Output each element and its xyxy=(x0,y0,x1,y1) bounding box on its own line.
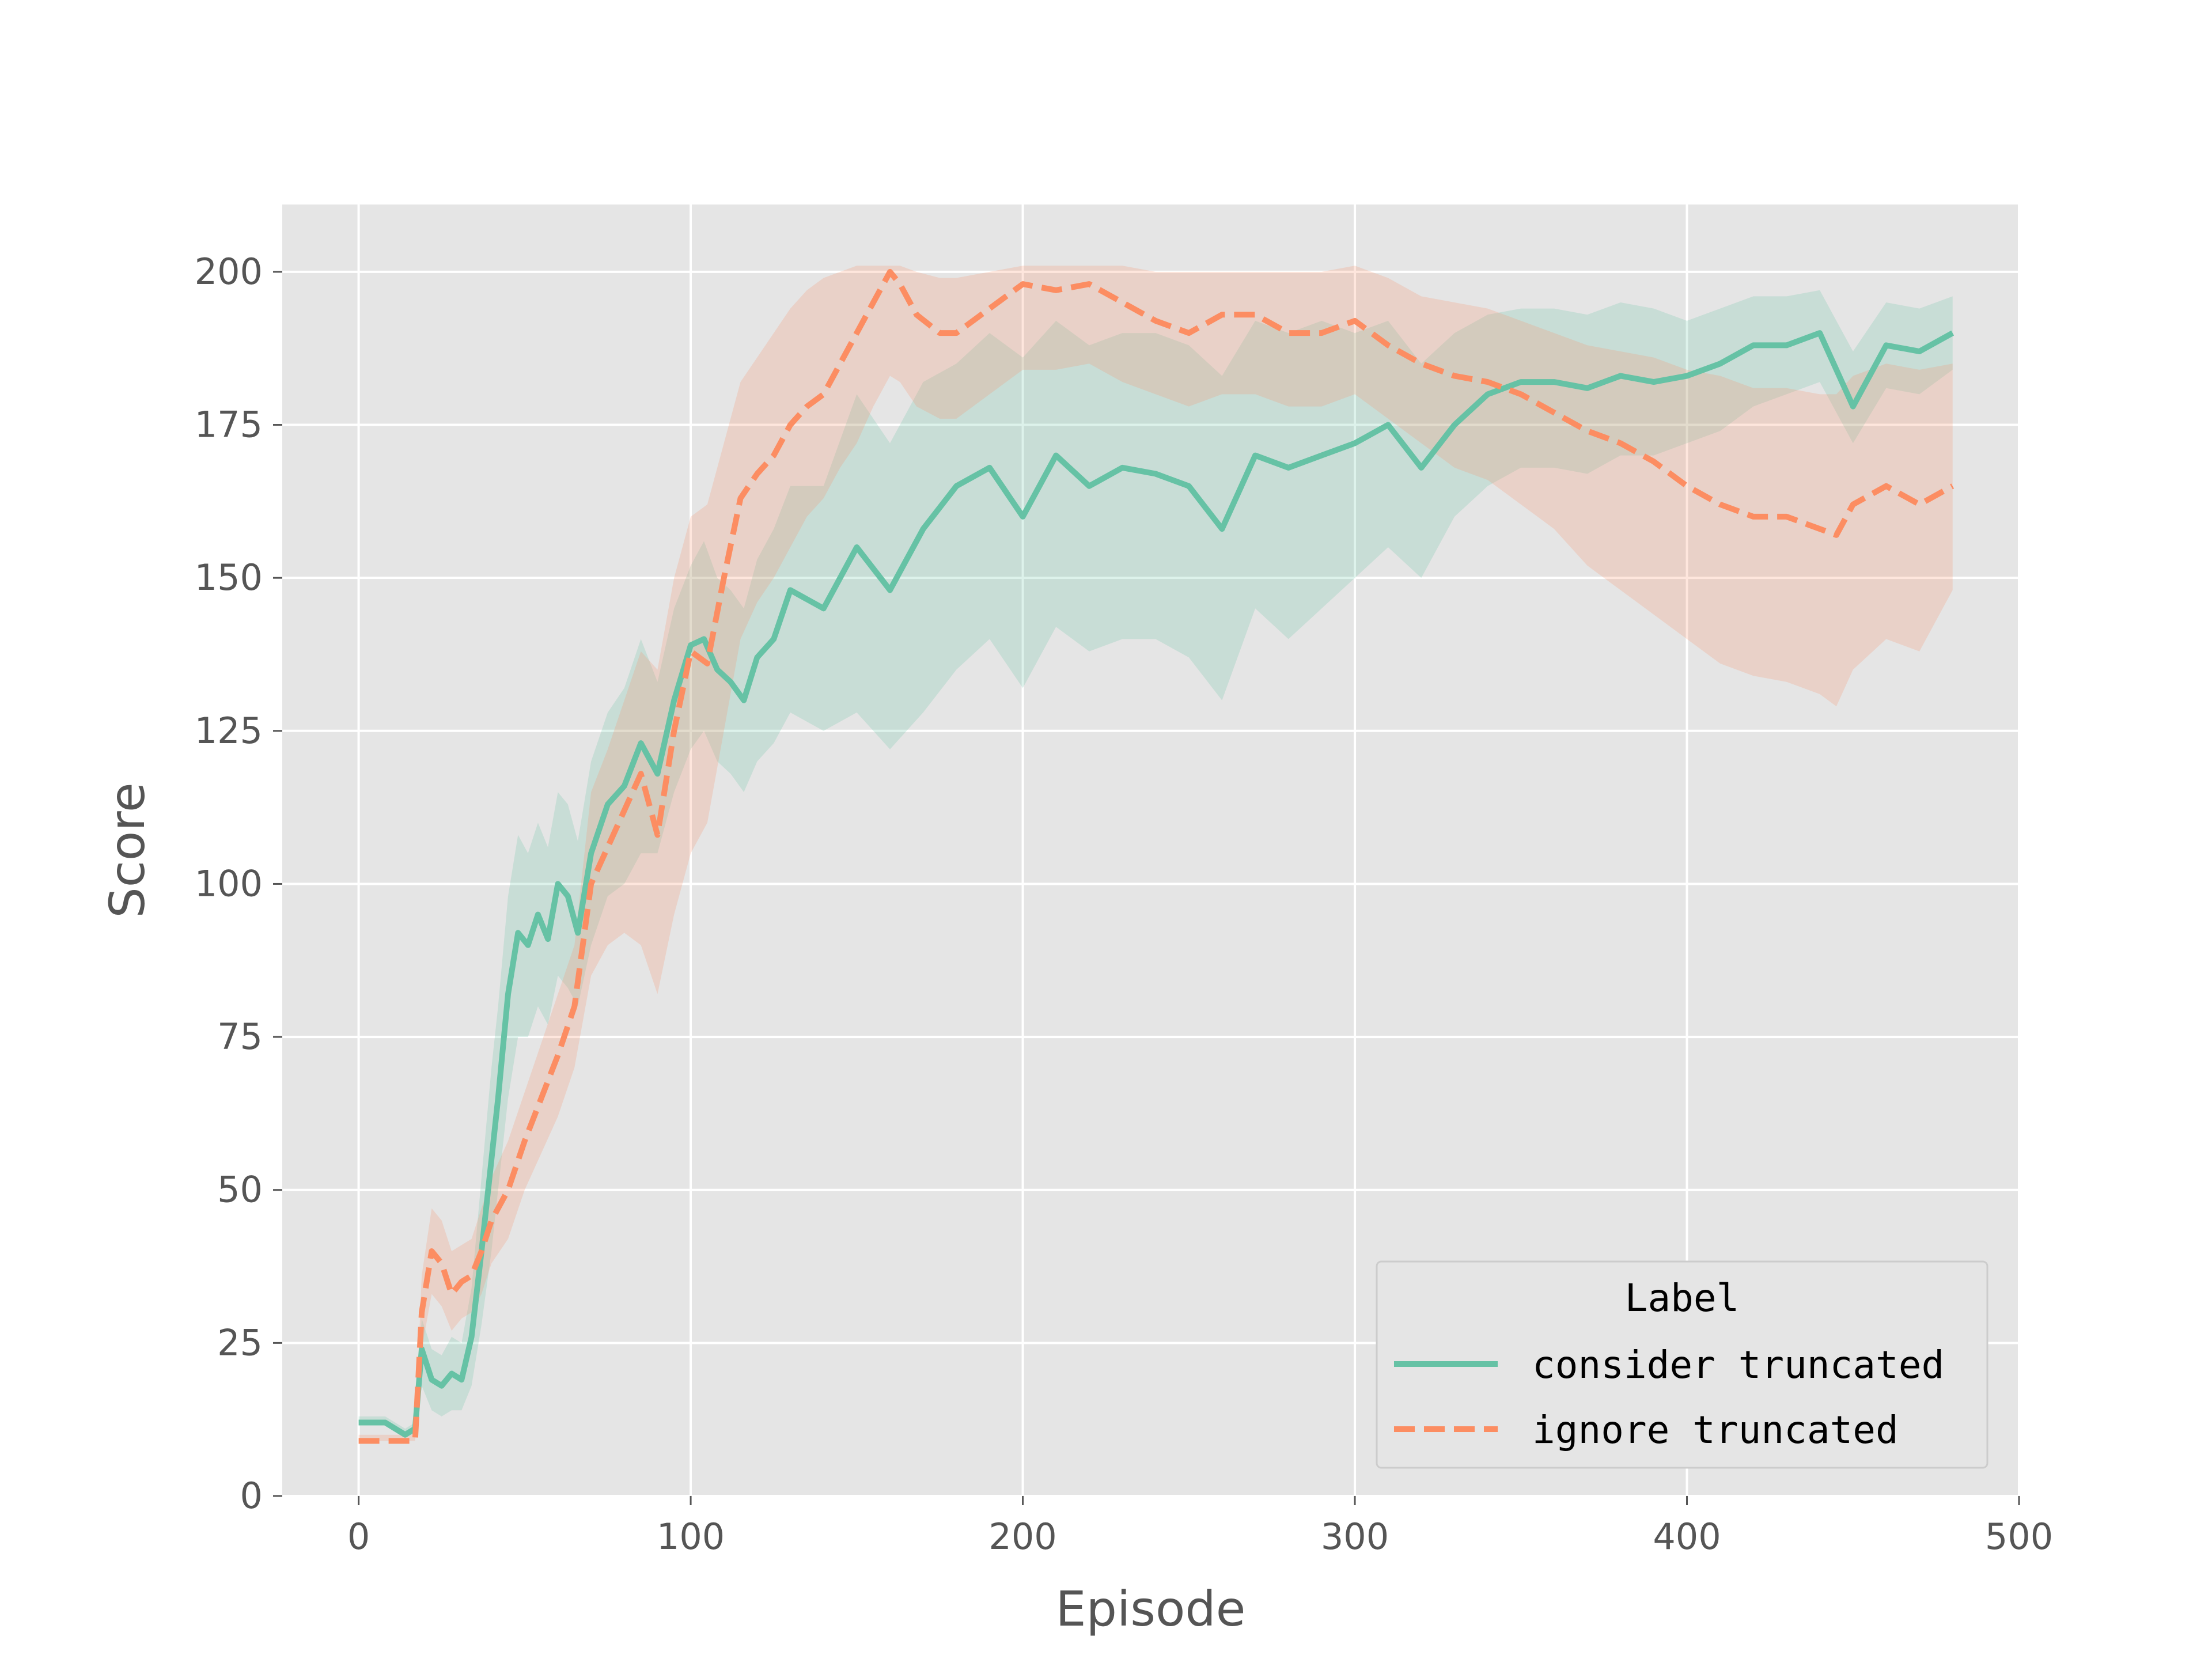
axis-ticks: 0 100 200 300 400 500 0 25 50 75 100 125 150 175 200 xyxy=(195,251,2054,1558)
x-tick-label: 100 xyxy=(657,1516,725,1558)
line-ignore-truncated xyxy=(358,268,1955,1444)
x-tick-label: 400 xyxy=(1653,1516,1721,1558)
y-axis-title: Score xyxy=(99,782,156,918)
y-tick-label: 75 xyxy=(217,1016,263,1058)
band-ignore-truncated xyxy=(358,266,1953,1441)
confidence-bands xyxy=(358,266,1953,1441)
x-axis-title: Episode xyxy=(1056,1581,1246,1637)
y-tick-label: 0 xyxy=(240,1475,263,1517)
legend-label-ignore-truncated: ignore truncated xyxy=(1532,1408,1899,1452)
y-tick-label: 200 xyxy=(195,251,263,293)
y-tick-label: 125 xyxy=(195,710,263,752)
legend-title: Label xyxy=(1625,1276,1740,1320)
legend-label-consider-truncated: consider truncated xyxy=(1532,1343,1944,1387)
legend-box xyxy=(1376,1260,1988,1469)
legend: Label consider truncated ignore truncate… xyxy=(1376,1260,1988,1469)
y-tick-label: 25 xyxy=(217,1321,263,1363)
x-tick-label: 200 xyxy=(988,1516,1056,1558)
line-consider-truncated xyxy=(358,330,1955,1438)
y-tick-label: 150 xyxy=(195,556,263,599)
y-tick-label: 50 xyxy=(217,1169,263,1211)
series-lines xyxy=(358,268,1955,1444)
y-tick-label: 175 xyxy=(195,404,263,446)
y-tick-label: 100 xyxy=(195,862,263,904)
band-consider-truncated xyxy=(358,290,1953,1435)
x-tick-label: 0 xyxy=(347,1516,370,1558)
x-tick-label: 500 xyxy=(1985,1516,2053,1558)
x-tick-label: 300 xyxy=(1321,1516,1389,1558)
